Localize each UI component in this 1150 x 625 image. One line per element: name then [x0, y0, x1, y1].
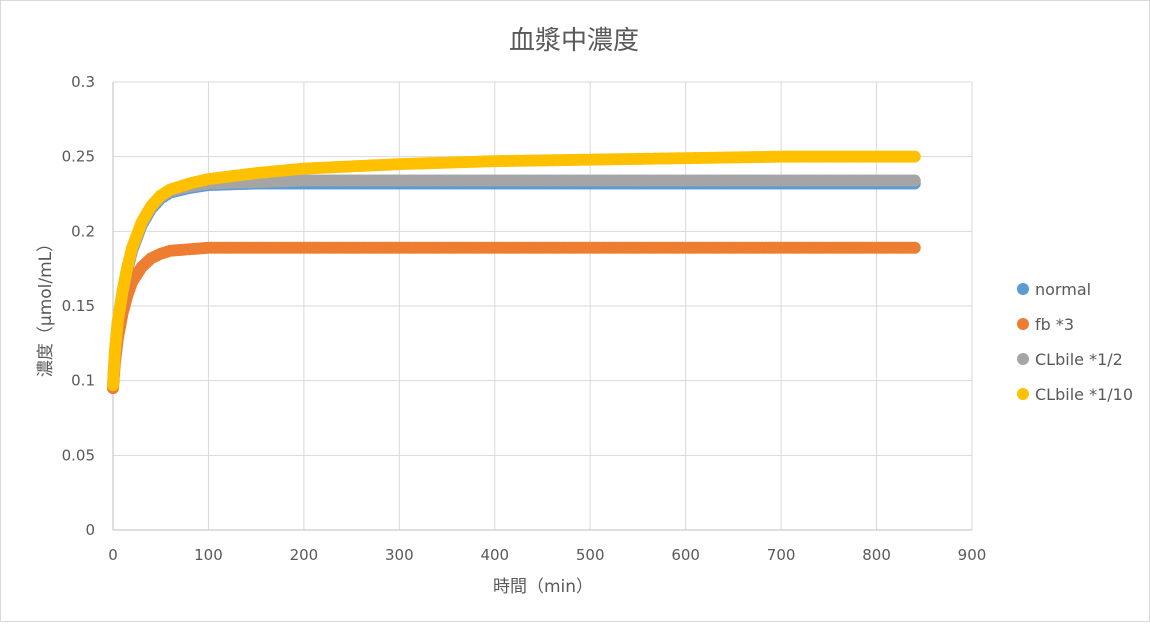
y-tick-label: 0.3 [71, 73, 95, 91]
data-point [908, 241, 921, 254]
x-tick-label: 300 [385, 546, 414, 564]
x-axis-label: 時間（min） [493, 577, 593, 597]
series-1 [107, 241, 921, 395]
series-0 [107, 177, 921, 393]
x-tick-label: 0 [108, 546, 118, 564]
x-tick-label: 400 [480, 546, 509, 564]
y-tick-label: 0.1 [71, 372, 95, 390]
y-tick-label: 0.2 [71, 222, 95, 240]
x-tick-label: 100 [194, 546, 223, 564]
legend-label: CLbile *1/2 [1035, 350, 1123, 369]
legend-marker [1017, 283, 1029, 295]
x-tick-label: 800 [862, 546, 891, 564]
x-tick-label: 200 [290, 546, 319, 564]
legend-marker [1017, 318, 1029, 330]
series-2 [107, 174, 921, 392]
legend-marker [1017, 388, 1029, 400]
series-3 [107, 150, 921, 392]
y-tick-label: 0.05 [62, 446, 95, 464]
y-tick-label: 0.25 [62, 148, 95, 166]
x-tick-label: 500 [576, 546, 605, 564]
legend-label: normal [1035, 280, 1091, 299]
data-point [908, 174, 921, 187]
chart-title: 血漿中濃度 [509, 26, 639, 56]
y-tick-label: 0.15 [62, 297, 95, 315]
data-point [908, 150, 921, 163]
data-points [107, 150, 921, 395]
legend-marker [1017, 353, 1029, 365]
gridlines [112, 81, 973, 531]
tick-labels: 0 100 200 300 400 500 600 700 800 900 0 0.05 0.1 0.15… [62, 73, 987, 564]
y-tick-label: 0 [85, 521, 95, 539]
y-axis-label: 濃度（μmol/mL） [36, 235, 56, 377]
axes [112, 82, 972, 531]
legend-label: CLbile *1/10 [1035, 385, 1133, 404]
legend: normal fb *3 CLbile *1/2 CLbile *1/10 [1017, 280, 1133, 404]
legend-label: fb *3 [1035, 315, 1074, 334]
x-tick-label: 900 [958, 546, 987, 564]
x-tick-label: 700 [767, 546, 796, 564]
x-tick-label: 600 [671, 546, 700, 564]
